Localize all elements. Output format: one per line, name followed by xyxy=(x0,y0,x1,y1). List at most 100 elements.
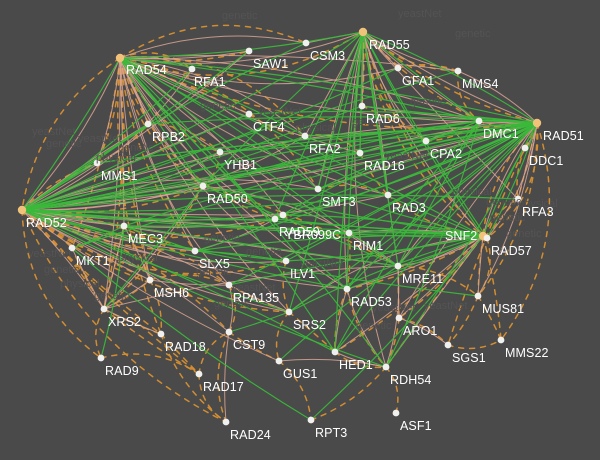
edge-genetic xyxy=(288,122,538,313)
edge-physical xyxy=(119,57,480,122)
edge-physical xyxy=(21,122,538,211)
node-xrs2[interactable] xyxy=(100,305,108,313)
edge-genetic xyxy=(334,31,364,353)
edge-yeastnet xyxy=(160,333,227,423)
edge-physical xyxy=(21,185,204,211)
node-rad18[interactable] xyxy=(157,330,165,338)
nodes-layer[interactable] xyxy=(17,27,542,426)
node-rad54[interactable] xyxy=(115,53,125,63)
node-gus1[interactable] xyxy=(275,357,283,365)
node-rpt3[interactable] xyxy=(307,416,315,424)
edge-yeastnet xyxy=(160,333,200,375)
node-rad52[interactable] xyxy=(17,205,27,215)
edge-yeastnet xyxy=(119,24,307,59)
node-ctf4[interactable] xyxy=(245,110,253,118)
edge-physical xyxy=(486,122,538,239)
node-csm3[interactable] xyxy=(302,39,310,47)
node-gfa1[interactable] xyxy=(394,64,402,72)
node-rad3[interactable] xyxy=(384,191,392,199)
node-rad53[interactable] xyxy=(343,285,351,293)
node-msh6[interactable] xyxy=(146,276,154,284)
edge-genetic xyxy=(288,235,484,313)
node-mms22[interactable] xyxy=(497,336,505,344)
node-rad55[interactable] xyxy=(358,27,368,37)
edge-genetic xyxy=(100,225,125,359)
edge-yeastnet xyxy=(346,288,387,368)
node-rdh54[interactable] xyxy=(382,363,390,371)
node-rad50[interactable] xyxy=(199,182,207,190)
node-mms1[interactable] xyxy=(93,159,101,167)
node-rad9[interactable] xyxy=(97,354,105,362)
node-aro1[interactable] xyxy=(395,314,403,322)
edge-genetic xyxy=(119,57,484,237)
edge-genetic xyxy=(21,194,519,211)
node-mre11[interactable] xyxy=(394,262,402,270)
node-rpa135[interactable] xyxy=(225,281,233,289)
edge-genetic xyxy=(119,57,336,353)
edge-genetic xyxy=(21,194,389,212)
edge-genetic xyxy=(21,209,488,239)
edge-yeastnet xyxy=(477,122,538,297)
node-rad17[interactable] xyxy=(195,370,203,378)
edge-genetic xyxy=(385,122,538,368)
edge-yeastnet xyxy=(119,57,196,252)
edge-physical xyxy=(96,57,121,164)
node-cpa2[interactable] xyxy=(422,137,430,145)
edge-genetic xyxy=(202,120,480,187)
node-rim1[interactable] xyxy=(345,229,353,237)
node-rfa3[interactable] xyxy=(514,195,522,203)
node-mms4[interactable] xyxy=(454,67,462,75)
node-rfa1[interactable] xyxy=(188,65,196,73)
edge-yeastnet xyxy=(397,265,479,297)
edge-yeastnet xyxy=(447,339,502,350)
node-rpb2[interactable] xyxy=(144,120,152,128)
node-srs2[interactable] xyxy=(285,308,293,316)
node-rad16[interactable] xyxy=(356,149,364,157)
edge-yeastnet xyxy=(96,57,121,164)
node-slx5[interactable] xyxy=(191,247,199,255)
node-asf1[interactable] xyxy=(392,409,400,417)
node-ddc1[interactable] xyxy=(521,144,529,152)
edge-genetic xyxy=(202,185,399,267)
edge-genetic xyxy=(21,209,348,290)
node-ybr099c[interactable] xyxy=(279,211,287,219)
edge-physical xyxy=(119,35,307,59)
edge-physical xyxy=(346,235,484,290)
node-smt3[interactable] xyxy=(314,185,322,193)
edge-genetic xyxy=(219,120,480,153)
edge-yeastnet xyxy=(278,360,312,421)
node-mus81[interactable] xyxy=(474,292,482,300)
node-cst9[interactable] xyxy=(225,328,233,336)
edge-yeastnet xyxy=(147,123,221,153)
edge-yeastnet xyxy=(119,52,193,70)
edge-physical xyxy=(317,31,364,190)
node-dmc1[interactable] xyxy=(475,117,483,125)
node-rad57[interactable] xyxy=(483,234,491,242)
node-yhb1[interactable] xyxy=(216,148,224,156)
edge-yeastnet xyxy=(500,122,551,341)
node-rad51[interactable] xyxy=(532,118,542,128)
edge-genetic xyxy=(119,57,538,124)
edge-physical xyxy=(477,235,484,297)
edge-yeastnet xyxy=(385,366,399,414)
edge-genetic xyxy=(21,152,361,211)
node-hed1[interactable] xyxy=(331,348,339,356)
node-rfa2[interactable] xyxy=(301,132,309,140)
node-rad24[interactable] xyxy=(222,418,230,426)
node-sgs1[interactable] xyxy=(444,341,452,349)
node-saw1[interactable] xyxy=(245,47,253,55)
node-mkt1[interactable] xyxy=(68,244,76,252)
node-rad59[interactable] xyxy=(271,215,279,223)
edge-genetic xyxy=(202,185,484,237)
edge-genetic xyxy=(21,31,364,211)
edge-physical xyxy=(397,235,484,267)
edge-genetic xyxy=(21,105,363,211)
node-rad6[interactable] xyxy=(358,102,366,110)
node-mec3[interactable] xyxy=(120,222,128,230)
edge-genetic xyxy=(397,120,480,267)
node-ilv1[interactable] xyxy=(282,257,290,265)
edge-yeastnet xyxy=(100,353,200,375)
edge-genetic xyxy=(282,122,538,216)
